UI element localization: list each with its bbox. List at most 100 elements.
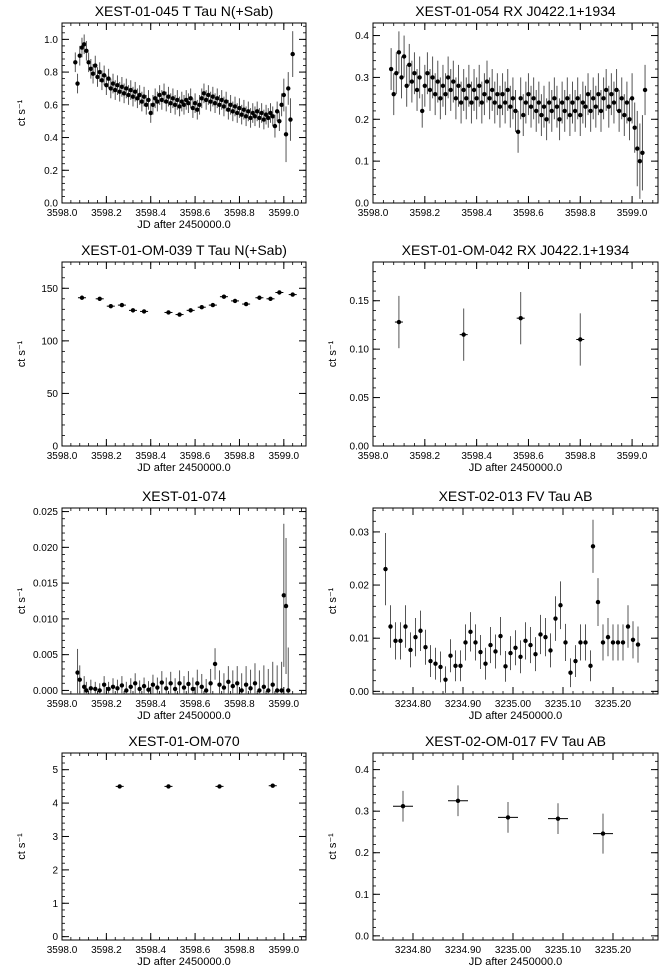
x-tick-label: 3598.2 [410, 208, 441, 219]
data-point [394, 71, 399, 76]
data-point [77, 53, 82, 58]
data-point [246, 109, 251, 114]
data-point [119, 84, 125, 90]
data-point [555, 816, 561, 821]
data-point [596, 91, 601, 97]
x-tick-label: 3235.20 [595, 945, 632, 956]
data-point [274, 109, 280, 114]
data-point [223, 99, 229, 104]
y-tick-label: 0.4 [355, 31, 369, 42]
data-point [503, 664, 508, 669]
x-tick-label: 3598.4 [135, 451, 166, 462]
y-tick-label: 1.0 [44, 35, 58, 46]
y-tick-label: 0.15 [350, 296, 370, 307]
data-point [448, 653, 453, 658]
plot-frame [372, 752, 659, 941]
data-point [544, 117, 549, 122]
data-point [489, 87, 495, 93]
data-point [578, 337, 583, 342]
data-point [538, 632, 543, 637]
x-tick-label: 3598.6 [180, 208, 211, 219]
data-point [629, 96, 635, 101]
data-point [473, 640, 478, 645]
data-point [230, 109, 235, 114]
data-point [250, 110, 255, 116]
data-point [632, 125, 637, 130]
data-point [108, 86, 114, 91]
x-tick-label: 3598.8 [224, 451, 255, 462]
y-tick-label: 0.00 [350, 442, 370, 453]
data-point [243, 301, 249, 307]
data-point [93, 63, 98, 68]
data-point [440, 83, 446, 88]
data-point [257, 115, 262, 121]
data-point [497, 104, 503, 109]
data-point [155, 99, 160, 104]
data-point [152, 96, 158, 101]
data-point [99, 78, 105, 83]
data-point [414, 87, 420, 93]
data-point [559, 100, 565, 105]
data-point [543, 634, 548, 640]
data-point [88, 66, 94, 72]
data-point [141, 94, 147, 99]
chart-title: XEST-01-OM-039 T Tau N(+Sab) [81, 242, 287, 258]
y-axis-title: ct s⁻¹ [16, 99, 28, 126]
data-point [290, 292, 295, 297]
data-point [418, 628, 423, 633]
data-point [600, 640, 606, 645]
x-tick-label: 3599.0 [617, 451, 648, 462]
data-point [445, 75, 451, 80]
x-tick-label: 3598.8 [565, 451, 596, 462]
data-point [90, 71, 96, 76]
data-point [177, 104, 182, 109]
x-tick-label: 3598.6 [513, 451, 544, 462]
y-tick-label: 0.05 [350, 393, 370, 404]
data-point [226, 679, 231, 685]
y-tick-label: 1 [52, 899, 58, 910]
data-point [425, 71, 430, 76]
data-point [266, 688, 271, 693]
data-point [575, 96, 580, 101]
data-point [235, 110, 240, 116]
y-tick-label: 2 [52, 865, 58, 876]
y-axis-title: ct s⁻¹ [16, 340, 28, 367]
data-point [393, 638, 398, 644]
data-point [605, 634, 611, 640]
data-point [268, 110, 273, 116]
data-point [640, 150, 645, 155]
plot-frame [61, 22, 307, 204]
data-point [212, 100, 218, 106]
data-point [563, 640, 568, 645]
x-tick-label: 3598.2 [91, 699, 122, 710]
data-point [409, 79, 415, 84]
data-point [515, 129, 521, 135]
data-point [474, 96, 479, 101]
data-point [606, 104, 611, 109]
data-point [139, 99, 145, 104]
data-point [448, 87, 453, 93]
y-tick-label: 0.00 [350, 687, 370, 698]
data-point [552, 96, 557, 101]
data-point [164, 99, 169, 104]
data-point [197, 102, 202, 108]
data-point [600, 831, 606, 836]
chart-title: XEST-02-OM-017 FV Tau AB [425, 733, 606, 749]
data-point [422, 83, 428, 88]
data-point [283, 603, 289, 609]
x-tick-label: 3235.00 [495, 699, 532, 710]
data-point [471, 87, 477, 93]
data-point [119, 683, 125, 688]
y-tick-label: 50 [47, 389, 59, 400]
data-point [177, 681, 182, 686]
data-point [172, 102, 178, 108]
x-tick-label: 3599.0 [269, 208, 300, 219]
data-point [161, 91, 167, 96]
data-point [482, 91, 487, 97]
data-point [469, 100, 474, 105]
data-point [150, 682, 156, 687]
y-tick-label: 0 [52, 932, 58, 943]
data-point [580, 100, 586, 105]
